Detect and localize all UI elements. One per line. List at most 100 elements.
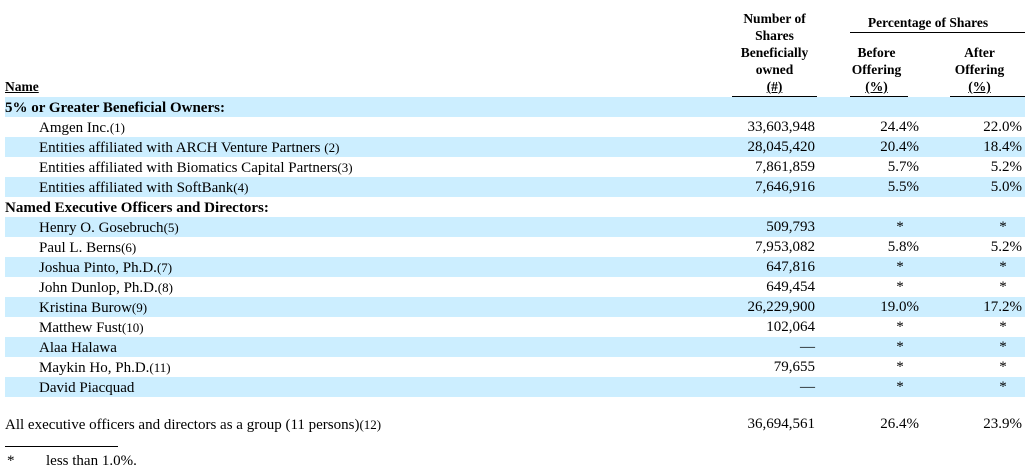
holder-name-text: Named Executive Officers and Directors:: [5, 200, 269, 216]
percent-after: *: [999, 379, 1007, 395]
percent-after: *: [999, 219, 1007, 235]
shares-owned: 102,064: [766, 319, 815, 335]
header-before-rule: [850, 96, 908, 97]
shares-owned: 649,454: [766, 279, 815, 295]
table-row: Henry O. Gosebruch(5) 509,793 * *: [5, 217, 1025, 237]
table-row: Maykin Ho, Ph.D.(11) 79,655 * *: [5, 357, 1025, 377]
table-row: David Piacquad — * *: [5, 377, 1025, 397]
percent-before: 19.0%: [880, 299, 919, 315]
holder-name-text: Amgen Inc.: [39, 120, 110, 136]
footnote-ref: (4): [233, 180, 249, 195]
holder-name-text: Matthew Fust: [39, 320, 122, 336]
percent-after: *: [999, 259, 1007, 275]
holder-name-text: Henry O. Gosebruch: [39, 220, 164, 236]
percent-before: 5.7%: [887, 159, 919, 175]
holder-name-text: Entities affiliated with Biomatics Capit…: [39, 160, 338, 176]
percent-after: 5.2%: [990, 239, 1022, 255]
holder-name: Entities affiliated with SoftBank(4): [39, 178, 248, 198]
header-after: After Offering (%): [942, 44, 1017, 95]
total-footnote-ref: (12): [359, 417, 382, 432]
section-header-row: Named Executive Officers and Directors:: [5, 197, 1025, 217]
holder-name: Maykin Ho, Ph.D.(11): [39, 358, 171, 378]
header-after-line: After: [964, 45, 995, 60]
table-row: Entities affiliated with ARCH Venture Pa…: [5, 137, 1025, 157]
footnote-ref: (5): [163, 220, 179, 235]
header-before-line: (%): [865, 79, 888, 94]
section-title: 5% or Greater Beneficial Owners:: [5, 98, 225, 118]
header-after-line: (%): [968, 79, 991, 94]
header-percentage-title: Percentage of Shares: [867, 15, 989, 30]
holder-name: John Dunlop, Ph.D.(8): [39, 278, 173, 298]
header-before: Before Offering (%): [839, 44, 914, 95]
holder-name-text: David Piacquad: [39, 380, 135, 396]
percent-before: 20.4%: [880, 139, 919, 155]
percent-before: *: [896, 359, 904, 375]
holder-name-text: John Dunlop, Ph.D.: [39, 280, 158, 296]
total-after: 23.9%: [983, 416, 1022, 432]
header-after-line: Offering: [954, 62, 1005, 77]
header-name: Name: [5, 79, 39, 94]
table-row: Entities affiliated with SoftBank(4) 7,64…: [5, 177, 1025, 197]
holder-name-text: Paul L. Berns: [39, 240, 122, 256]
percent-after: *: [999, 359, 1007, 375]
table-row: Joshua Pinto, Ph.D.(7) 647,816 * *: [5, 257, 1025, 277]
shares-owned: 79,655: [773, 359, 815, 375]
percent-before: *: [896, 219, 904, 235]
footnote-ref: (3): [337, 160, 353, 175]
shares-owned: —: [800, 339, 815, 355]
holder-name-text: Kristina Burow: [39, 300, 132, 316]
table-row: Entities affiliated with Biomatics Capit…: [5, 157, 1025, 177]
header-before-line: Offering: [851, 62, 902, 77]
shares-owned: 647,816: [766, 259, 815, 275]
shares-owned: 7,646,916: [755, 179, 815, 195]
header-shares-line: Shares: [755, 28, 794, 43]
header-after-rule: [950, 96, 1025, 97]
holder-name-text: 5% or Greater Beneficial Owners:: [5, 100, 225, 116]
holder-name: Kristina Burow(9): [39, 298, 147, 318]
holder-name-text: Alaa Halawa: [39, 340, 117, 356]
total-row: All executive officers and directors as …: [5, 414, 1025, 434]
header-shares-line: Beneficially: [740, 45, 809, 60]
total-name: All executive officers and directors as …: [5, 415, 381, 435]
percent-after: 17.2%: [983, 299, 1022, 315]
footnote-ref: (10): [121, 320, 144, 335]
footnote-ref: (7): [156, 260, 173, 275]
percent-before: *: [896, 259, 904, 275]
percent-before: 5.8%: [887, 239, 919, 255]
footnote-ref: (8): [157, 280, 173, 295]
header-shares-rule: [732, 96, 817, 97]
shares-owned: —: [800, 379, 815, 395]
holder-name-text: Maykin Ho, Ph.D.: [39, 360, 150, 376]
percent-before: *: [896, 319, 904, 335]
percent-before: *: [896, 339, 904, 355]
footnote-ref: (9): [131, 300, 148, 315]
header-shares-line: Number of: [743, 11, 806, 26]
table-row: Matthew Fust(10) 102,064 * *: [5, 317, 1025, 337]
header-shares-line: owned: [755, 62, 794, 77]
holder-name-text: Entities affiliated with ARCH Venture Pa…: [39, 140, 325, 156]
header-shares-line: (#): [766, 79, 783, 94]
footnote-mark: *: [7, 453, 15, 469]
footnote-ref: (2): [324, 140, 340, 155]
percent-before: *: [896, 379, 904, 395]
holder-name: Entities affiliated with ARCH Venture Pa…: [39, 138, 339, 158]
shares-owned: 7,953,082: [755, 239, 815, 255]
footnote-ref: (6): [121, 240, 137, 255]
section-title: Named Executive Officers and Directors:: [5, 198, 269, 218]
holder-name-text: Entities affiliated with SoftBank: [39, 180, 234, 196]
total-before: 26.4%: [880, 416, 919, 432]
percent-after: 18.4%: [983, 139, 1022, 155]
header-shares: Number of Shares Beneficially owned (#): [722, 10, 827, 95]
section-header-row: 5% or Greater Beneficial Owners:: [5, 97, 1025, 117]
table-row: Kristina Burow(9) 26,229,900 19.0% 17.2%: [5, 297, 1025, 317]
header-before-line: Before: [857, 45, 896, 60]
footnote-ref: (11): [149, 360, 171, 375]
percent-after: 5.2%: [990, 159, 1022, 175]
percent-after: 5.0%: [990, 179, 1022, 195]
holder-name: David Piacquad: [39, 378, 134, 398]
footnote-text: less than 1.0%.: [46, 453, 137, 469]
percent-before: 24.4%: [880, 119, 919, 135]
holder-name: Alaa Halawa: [39, 338, 117, 358]
shares-owned: 28,045,420: [747, 139, 816, 155]
holder-name-text: Joshua Pinto, Ph.D.: [39, 260, 157, 276]
